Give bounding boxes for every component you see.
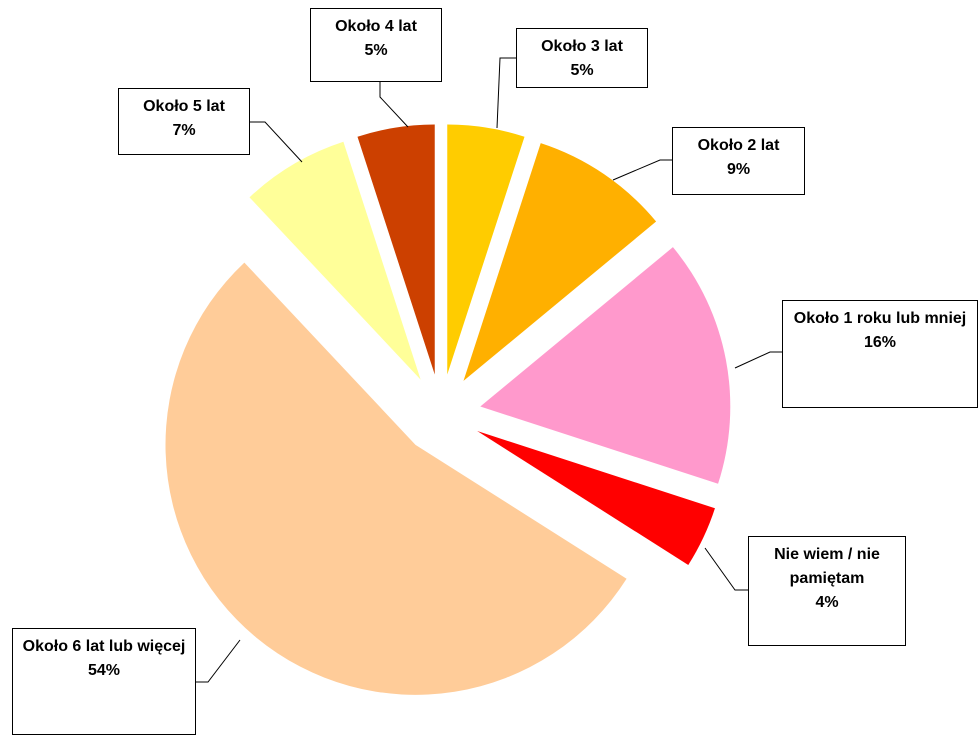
category-label: Około 5 lat [143, 98, 225, 115]
data-label: Około 1 roku lub mniej 16% [782, 300, 978, 408]
category-label: Około 3 lat [541, 38, 623, 55]
value-label: 9% [726, 161, 751, 178]
value-label: 5% [570, 62, 594, 79]
pie-slice [357, 124, 435, 375]
leader-lines [196, 57, 782, 683]
leader-line [496, 57, 516, 129]
data-label: Około 5 lat 7% [118, 88, 250, 155]
leader-line [612, 159, 672, 181]
pie-slice [463, 143, 657, 381]
leader-line [250, 121, 303, 163]
data-label: Około 3 lat 5% [516, 28, 648, 88]
category-label: Około 4 lat [335, 18, 417, 35]
category-label: Nie wiem / nie pamiętam [774, 546, 880, 587]
data-label: Około 2 lat 9% [672, 127, 805, 195]
category-label: Około 2 lat [697, 137, 780, 154]
leader-line [704, 547, 748, 591]
pie-slice [477, 431, 715, 565]
data-label: Około 4 lat 5% [310, 8, 442, 82]
data-label: Nie wiem / nie pamiętam 4% [748, 536, 906, 646]
pie-slice [249, 141, 421, 380]
leader-line [734, 351, 782, 369]
data-label: Około 6 lat lub więcej 54% [12, 628, 196, 735]
pie-slice [447, 124, 525, 375]
value-label: 54% [87, 662, 121, 679]
value-label: 16% [863, 334, 897, 351]
pie-slice [165, 262, 627, 695]
leader-line [196, 639, 241, 683]
pie-slice [480, 247, 731, 484]
value-label: 4% [815, 594, 839, 611]
value-label: 7% [172, 122, 196, 139]
value-label: 5% [364, 42, 388, 59]
category-label: Około 6 lat lub więcej [22, 638, 186, 655]
category-label: Około 1 roku lub mniej [793, 310, 967, 327]
leader-line [379, 82, 409, 128]
